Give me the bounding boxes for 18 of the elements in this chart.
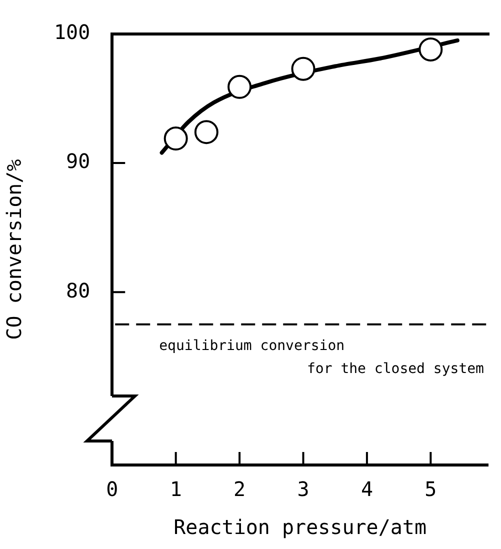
point	[291, 56, 316, 81]
x-tick-label: 2	[234, 477, 246, 502]
y-tick-label: 90	[66, 149, 90, 174]
y-axis-title: CO conversion/%	[2, 159, 26, 340]
point	[164, 126, 188, 151]
y-tick-label: 80	[66, 278, 90, 302]
x-tick-label: 1	[170, 477, 182, 502]
line-series	[160, 38, 460, 155]
x-tick-label: 3	[297, 477, 310, 502]
x-tick-label: 5	[424, 477, 437, 502]
point	[418, 37, 443, 62]
point	[228, 74, 252, 99]
x-tick-label: 0	[106, 477, 118, 502]
x-axis-title: Reaction pressure/atm	[174, 515, 426, 540]
ref-line-label: equilibrium conversion for the closed system	[159, 338, 484, 377]
y-tick-label: 100	[54, 20, 90, 44]
point	[194, 120, 218, 144]
x-tick-label: 4	[360, 477, 373, 502]
